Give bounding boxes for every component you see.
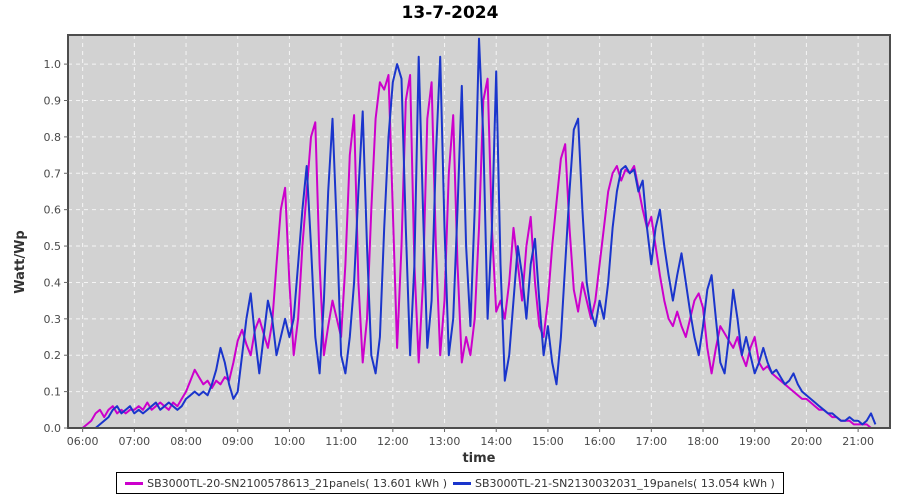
y-axis-label: Watt/Wp xyxy=(13,230,28,293)
legend-item-magenta: SB3000TL-20-SN2100578613_21panels( 13.60… xyxy=(125,477,447,490)
x-tick-label: 14:00 xyxy=(480,435,512,448)
y-tick-label: 0.3 xyxy=(44,313,62,326)
chart-canvas: 0.0 0.1 0.2 0.3 0.4 0.5 0.6 0.7 0.8 0.9 1.0 06:00 07… xyxy=(13,34,891,466)
x-tick-label: 12:00 xyxy=(377,435,409,448)
y-tick-label: 0.2 xyxy=(44,349,62,362)
y-tick-label: 0.7 xyxy=(44,167,62,180)
legend-label-blue: SB3000TL-21-SN2130032031_19panels( 13.05… xyxy=(475,476,775,490)
y-tick-label: 0.6 xyxy=(44,204,62,217)
x-tick-label: 09:00 xyxy=(222,435,254,448)
x-tick-label: 16:00 xyxy=(584,435,616,448)
y-tick-label: 0.5 xyxy=(44,240,62,253)
x-tick-label: 11:00 xyxy=(325,435,357,448)
y-tick-label: 0.0 xyxy=(44,422,62,435)
x-tick-label: 07:00 xyxy=(118,435,150,448)
x-axis-label: time xyxy=(462,451,495,466)
x-tick-label: 18:00 xyxy=(687,435,719,448)
x-tick-label: 08:00 xyxy=(170,435,202,448)
y-tick-label: 0.9 xyxy=(44,95,62,108)
x-tick-label: 10:00 xyxy=(274,435,306,448)
y-tick-label: 1.0 xyxy=(44,58,62,71)
magenta-line-swatch xyxy=(125,481,144,485)
chart-title: 13-7-2024 xyxy=(401,3,499,23)
y-tick-label: 0.1 xyxy=(44,386,62,399)
y-tick-label: 0.8 xyxy=(44,131,62,144)
legend: SB3000TL-20-SN2100578613_21panels( 13.60… xyxy=(0,472,900,494)
series-line-0 xyxy=(81,74,876,429)
x-tick-label: 19:00 xyxy=(739,435,771,448)
plot-border xyxy=(67,34,891,429)
y-tick-label: 0.4 xyxy=(44,276,62,289)
x-tick-label: 17:00 xyxy=(635,435,667,448)
x-tick-label: 13:00 xyxy=(429,435,461,448)
x-tick-label: 21:00 xyxy=(842,435,874,448)
x-tick-label: 20:00 xyxy=(791,435,823,448)
legend-item-blue: SB3000TL-21-SN2130032031_19panels( 13.05… xyxy=(453,477,775,490)
blue-line-swatch xyxy=(453,481,471,485)
legend-label-magenta: SB3000TL-20-SN2100578613_21panels( 13.60… xyxy=(147,476,447,490)
series-line-1 xyxy=(82,37,877,429)
legend-box: SB3000TL-20-SN2100578613_21panels( 13.60… xyxy=(116,472,784,494)
x-tick-label: 06:00 xyxy=(67,435,99,448)
x-tick-label: 15:00 xyxy=(532,435,564,448)
